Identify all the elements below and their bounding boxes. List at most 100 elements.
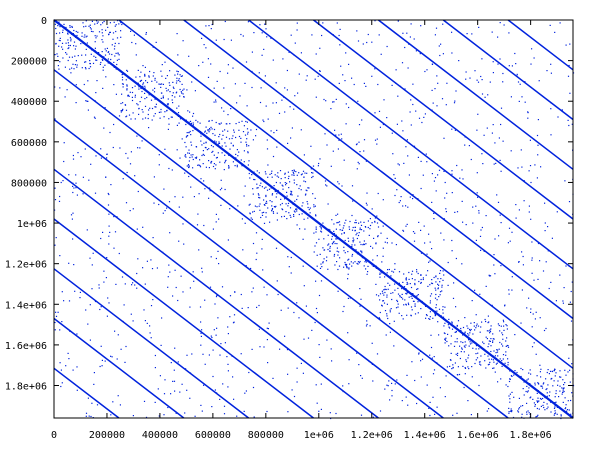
data-point bbox=[287, 171, 289, 173]
data-point bbox=[489, 332, 491, 334]
data-point bbox=[531, 241, 533, 243]
data-point bbox=[477, 196, 479, 198]
data-point bbox=[85, 20, 87, 22]
data-point bbox=[85, 61, 87, 63]
data-point bbox=[319, 70, 321, 72]
data-point bbox=[382, 199, 384, 201]
data-point bbox=[103, 127, 105, 129]
data-point bbox=[272, 212, 275, 214]
data-point bbox=[218, 218, 220, 220]
data-point bbox=[356, 237, 358, 240]
data-point bbox=[219, 398, 221, 400]
data-point bbox=[486, 127, 488, 129]
data-point bbox=[195, 119, 197, 121]
data-point bbox=[559, 376, 561, 378]
data-point bbox=[384, 276, 386, 278]
data-point bbox=[366, 204, 368, 206]
data-point bbox=[533, 57, 535, 59]
data-point bbox=[434, 314, 437, 316]
data-point bbox=[98, 287, 100, 289]
data-point bbox=[178, 206, 180, 208]
data-point bbox=[168, 167, 170, 170]
data-point bbox=[386, 315, 388, 317]
data-point bbox=[569, 92, 571, 94]
data-point bbox=[442, 23, 444, 25]
data-point bbox=[543, 406, 545, 409]
data-point bbox=[219, 161, 221, 163]
data-point bbox=[570, 320, 573, 322]
data-point bbox=[181, 75, 183, 77]
data-point bbox=[339, 229, 341, 231]
data-point bbox=[138, 88, 140, 90]
data-point bbox=[215, 121, 217, 124]
data-point bbox=[230, 108, 232, 110]
data-point bbox=[58, 21, 60, 23]
data-point bbox=[357, 234, 360, 237]
data-point bbox=[561, 393, 563, 395]
data-point bbox=[478, 26, 480, 28]
data-point bbox=[564, 397, 566, 399]
data-point bbox=[506, 337, 508, 339]
data-point bbox=[210, 162, 212, 164]
data-point bbox=[515, 204, 517, 206]
data-point bbox=[209, 129, 211, 131]
data-point bbox=[304, 172, 306, 174]
data-point bbox=[281, 99, 283, 101]
data-point bbox=[287, 202, 290, 204]
data-point bbox=[122, 86, 124, 88]
data-point bbox=[208, 197, 210, 199]
data-point bbox=[446, 366, 448, 368]
data-point bbox=[161, 317, 163, 319]
data-point bbox=[406, 223, 408, 225]
data-point bbox=[435, 304, 437, 306]
data-point bbox=[428, 318, 430, 320]
data-point bbox=[429, 401, 431, 403]
data-point bbox=[310, 145, 312, 147]
data-point bbox=[295, 208, 297, 210]
data-point bbox=[408, 278, 410, 280]
data-point bbox=[107, 51, 109, 53]
data-point bbox=[229, 295, 232, 297]
data-point bbox=[235, 153, 237, 155]
data-point bbox=[292, 171, 294, 173]
data-point bbox=[540, 385, 542, 387]
data-point bbox=[56, 53, 58, 55]
data-point bbox=[108, 243, 110, 245]
data-point bbox=[221, 107, 223, 109]
data-point bbox=[67, 47, 69, 50]
data-point bbox=[120, 111, 122, 113]
data-point bbox=[295, 171, 297, 173]
data-point bbox=[192, 112, 195, 115]
data-point bbox=[465, 344, 467, 346]
data-point bbox=[233, 131, 235, 133]
data-point bbox=[445, 337, 447, 339]
data-point bbox=[495, 162, 497, 164]
data-point bbox=[242, 131, 245, 133]
data-point bbox=[395, 69, 397, 71]
data-point bbox=[188, 55, 190, 57]
data-point bbox=[146, 322, 148, 324]
data-point bbox=[219, 354, 221, 356]
data-point bbox=[395, 307, 398, 309]
data-point bbox=[455, 331, 457, 333]
data-point bbox=[155, 106, 157, 108]
data-point bbox=[211, 119, 213, 122]
data-point bbox=[476, 323, 478, 325]
data-point bbox=[265, 200, 268, 202]
data-point bbox=[506, 325, 508, 327]
data-point bbox=[510, 96, 512, 98]
data-point bbox=[86, 100, 88, 102]
data-point bbox=[250, 129, 252, 131]
data-point bbox=[495, 363, 497, 365]
data-point bbox=[480, 229, 482, 231]
data-point bbox=[96, 35, 98, 37]
data-point bbox=[472, 222, 474, 224]
data-point bbox=[211, 160, 213, 163]
data-point bbox=[435, 27, 438, 29]
data-point bbox=[543, 329, 546, 332]
data-point bbox=[166, 90, 168, 92]
data-point bbox=[507, 345, 509, 347]
data-point bbox=[77, 152, 79, 154]
data-point bbox=[347, 278, 349, 280]
data-point bbox=[409, 196, 411, 198]
